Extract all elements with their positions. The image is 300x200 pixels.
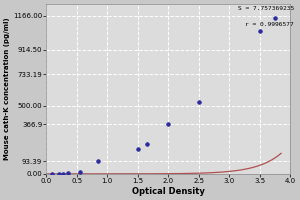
Point [56,172,61,175]
Point [166,122,171,125]
Y-axis label: Mouse cath-K concentration (pg/ml): Mouse cath-K concentration (pg/ml) [4,18,10,160]
Text: S = 7.757369235: S = 7.757369235 [238,6,294,11]
Point [65,172,70,175]
Point [77,170,82,173]
Point [135,147,140,151]
Point [257,30,262,33]
Point [96,160,100,163]
Point [145,142,149,146]
X-axis label: Optical Density: Optical Density [132,187,205,196]
Point [196,100,201,104]
Text: r = 0.9996577: r = 0.9996577 [245,22,294,27]
Point [273,16,278,19]
Point [60,172,65,175]
Point [50,172,55,175]
